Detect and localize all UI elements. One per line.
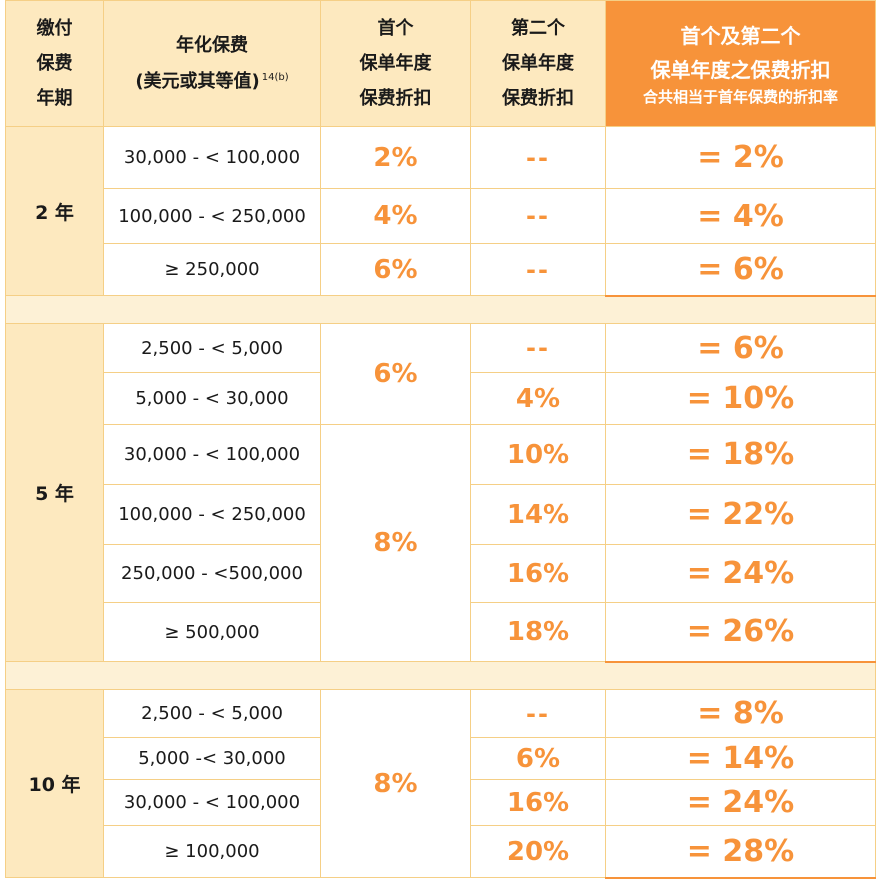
premium-range: 5,000 - < 30,000 bbox=[103, 372, 321, 425]
table-row: 250,000 - <500,000 16% = 24% bbox=[6, 544, 876, 603]
table-row: 30,000 - < 100,000 16% = 24% bbox=[6, 779, 876, 826]
combined-discount: = 8% bbox=[605, 689, 876, 738]
combined-discount: = 4% bbox=[605, 188, 876, 244]
second-year-discount: 20% bbox=[470, 825, 606, 878]
premium-range: 2,500 - < 5,000 bbox=[103, 689, 321, 738]
table-row: 5,000 -< 30,000 6% = 14% bbox=[6, 737, 876, 780]
premium-discount-table: 缴付 保费 年期 年化保费 (美元或其等值) 14(b) 首个 保单年度 保费折扣… bbox=[5, 0, 876, 879]
first-year-discount: 8% bbox=[320, 689, 471, 878]
premium-range: ≥ 100,000 bbox=[103, 825, 321, 878]
combined-discount: = 2% bbox=[605, 126, 876, 189]
second-year-discount: -- bbox=[470, 243, 606, 296]
first-year-discount: 6% bbox=[320, 323, 471, 425]
combined-discount: = 26% bbox=[605, 602, 876, 663]
second-year-discount: -- bbox=[470, 323, 606, 373]
header-term: 缴付 保费 年期 bbox=[5, 0, 104, 127]
premium-range: ≥ 250,000 bbox=[103, 243, 321, 296]
premium-range: 100,000 - < 250,000 bbox=[103, 484, 321, 545]
table-row: 5 年 2,500 - < 5,000 6% -- = 6% bbox=[5, 323, 876, 662]
header-first-line: 首个 bbox=[377, 17, 414, 39]
combined-discount: = 24% bbox=[605, 544, 876, 603]
separator-cell bbox=[5, 295, 876, 324]
first-year-discount: 2% bbox=[320, 126, 471, 189]
second-year-discount: 4% bbox=[470, 372, 606, 425]
header-premium: 年化保费 (美元或其等值) 14(b) bbox=[103, 0, 321, 127]
premium-range: 30,000 - < 100,000 bbox=[103, 779, 321, 826]
section-separator bbox=[5, 661, 876, 690]
first-year-discount: 8% bbox=[320, 424, 471, 662]
premium-range: 30,000 - < 100,000 bbox=[103, 424, 321, 485]
table-row: 2 年 30,000 - < 100,000 2% -- = 2% bbox=[5, 126, 876, 296]
premium-range: ≥ 500,000 bbox=[103, 602, 321, 662]
term-cell: 2 年 bbox=[5, 126, 104, 296]
second-year-discount: 10% bbox=[470, 424, 606, 485]
header-second-year: 第二个 保单年度 保费折扣 bbox=[470, 0, 606, 127]
table-row: 100,000 - < 250,000 4% -- = 4% bbox=[6, 188, 876, 244]
combined-discount: = 6% bbox=[605, 323, 876, 373]
first-year-discount: 4% bbox=[320, 188, 471, 244]
header-first-year: 首个 保单年度 保费折扣 bbox=[320, 0, 471, 127]
header-premium-title: 年化保费 bbox=[176, 35, 248, 57]
header-term-line: 缴付 bbox=[36, 17, 73, 39]
table-row: 5,000 - < 30,000 4% = 10% bbox=[6, 372, 876, 425]
header-combined-line1: 首个及第二个 bbox=[680, 24, 801, 48]
table-row: 100,000 - < 250,000 14% = 22% bbox=[6, 484, 876, 545]
second-year-discount: 16% bbox=[470, 779, 606, 826]
premium-range: 100,000 - < 250,000 bbox=[103, 188, 321, 244]
second-year-discount: 6% bbox=[470, 737, 606, 780]
premium-range: 2,500 - < 5,000 bbox=[103, 323, 321, 373]
premium-discount-table-container: 缴付 保费 年期 年化保费 (美元或其等值) 14(b) 首个 保单年度 保费折扣… bbox=[5, 0, 876, 879]
table-row: ≥ 500,000 18% = 26% bbox=[6, 602, 876, 663]
combined-discount: = 10% bbox=[605, 372, 876, 425]
separator-cell bbox=[5, 661, 876, 690]
table-row: 30,000 - < 100,000 8% 10% = 18% bbox=[6, 424, 876, 662]
section-separator bbox=[5, 295, 876, 324]
table-row: ≥ 100,000 20% = 28% bbox=[6, 825, 876, 879]
combined-discount: = 24% bbox=[605, 779, 876, 826]
header-second-line: 保单年度 bbox=[502, 52, 574, 74]
header-combined-line3: 合共相当于首年保费的折扣率 bbox=[642, 88, 838, 106]
combined-discount: = 18% bbox=[605, 424, 876, 485]
header-second-line: 保费折扣 bbox=[502, 88, 574, 110]
header-second-line: 第二个 bbox=[511, 17, 565, 39]
premium-range: 5,000 -< 30,000 bbox=[103, 737, 321, 780]
header-premium-currency: (美元或其等值) bbox=[135, 70, 260, 92]
second-year-discount: 18% bbox=[470, 602, 606, 662]
second-year-discount: -- bbox=[470, 126, 606, 189]
header-term-line: 年期 bbox=[36, 88, 73, 110]
premium-range: 30,000 - < 100,000 bbox=[103, 126, 321, 189]
table-row: ≥ 250,000 6% -- = 6% bbox=[6, 243, 876, 297]
second-year-discount: 16% bbox=[470, 544, 606, 603]
premium-range: 250,000 - <500,000 bbox=[103, 544, 321, 603]
header-premium-subtitle: (美元或其等值) 14(b) bbox=[104, 64, 320, 99]
header-term-line: 保费 bbox=[36, 52, 73, 74]
first-year-discount: 6% bbox=[320, 243, 471, 296]
combined-discount: = 28% bbox=[605, 825, 876, 879]
combined-discount: = 22% bbox=[605, 484, 876, 545]
header-first-line: 保费折扣 bbox=[359, 88, 432, 110]
header-combined-line2: 保单年度之保费折扣 bbox=[650, 58, 831, 82]
header-combined: 首个及第二个 保单年度之保费折扣 合共相当于首年保费的折扣率 bbox=[605, 0, 876, 127]
table-row: 10 年 2,500 - < 5,000 8% -- = 8% bbox=[5, 689, 876, 878]
combined-discount: = 6% bbox=[605, 243, 876, 297]
term-cell: 5 年 bbox=[5, 323, 104, 662]
combined-discount: = 14% bbox=[605, 737, 876, 780]
header-first-line: 保单年度 bbox=[359, 52, 432, 74]
header-row: 缴付 保费 年期 年化保费 (美元或其等值) 14(b) 首个 保单年度 保费折扣… bbox=[5, 0, 876, 127]
term-cell: 10 年 bbox=[5, 689, 104, 878]
second-year-discount: 14% bbox=[470, 484, 606, 545]
second-year-discount: -- bbox=[470, 188, 606, 244]
second-year-discount: -- bbox=[470, 689, 606, 738]
header-premium-footnote: 14(b) bbox=[261, 71, 289, 83]
